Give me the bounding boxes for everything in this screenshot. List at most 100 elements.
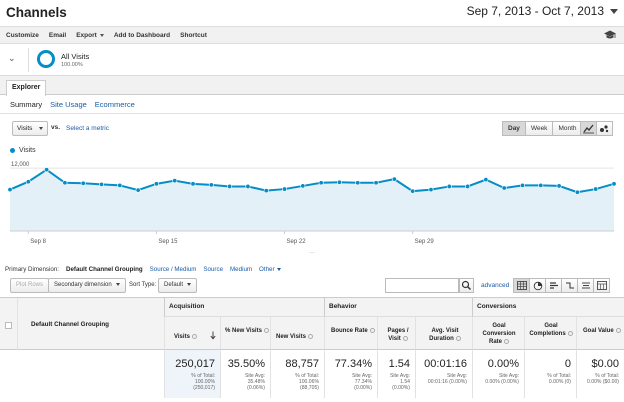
motion-chart-button[interactable]	[596, 121, 613, 136]
column-visits[interactable]: Visits	[164, 317, 220, 350]
graduation-cap-icon[interactable]	[604, 30, 616, 40]
column-goal-conversion-rate[interactable]: Goal Conversion Rate	[472, 317, 524, 350]
data-point	[208, 182, 214, 188]
column-goal-completions[interactable]: Goal Completions	[524, 317, 576, 350]
column-goal-conv-text-3: Rate	[488, 339, 502, 345]
column-goal-conv-text-2: Conversion	[482, 331, 516, 337]
help-icon[interactable]	[307, 333, 313, 339]
advanced-filter-link[interactable]: advanced	[481, 282, 510, 289]
sort-type-label: Sort Type:	[129, 282, 157, 288]
column-goal-compl-text-2: Completions	[529, 331, 566, 337]
primary-dimension-label: Primary Dimension:	[5, 266, 59, 273]
customize-button[interactable]: Customize	[6, 31, 39, 39]
pivot-view-button[interactable]	[593, 278, 610, 293]
plot-rows-button[interactable]: Plot Rows	[10, 278, 50, 293]
week-button[interactable]: Week	[524, 121, 554, 136]
total-goal-compl-sub-1: % of Total:	[547, 373, 571, 379]
total-pages-per-visit-sub-3: (0.00%)	[392, 385, 410, 392]
total-new-visits-sub-2: 100.06%	[298, 379, 319, 386]
subtab-ecommerce[interactable]: Ecommerce	[94, 100, 135, 109]
help-icon[interactable]	[455, 335, 461, 341]
add-to-dashboard-button[interactable]: Add to Dashboard	[113, 31, 171, 39]
subtab-summary[interactable]: Summary	[10, 100, 43, 109]
total-pct-new-visits-value: 35.50%	[227, 358, 265, 370]
help-icon[interactable]	[369, 327, 375, 333]
data-point	[318, 180, 324, 186]
total-new-visits-value: 88,757	[285, 358, 319, 370]
acquisition-group-header: Acquisition	[164, 298, 324, 317]
series-area	[10, 169, 614, 231]
email-button[interactable]: Email	[48, 31, 67, 39]
column-pages-per-visit-text-1: Pages /	[387, 328, 409, 334]
help-icon[interactable]	[504, 338, 509, 344]
pie-view-button[interactable]	[529, 278, 546, 293]
data-point	[153, 181, 159, 187]
table-search-input[interactable]	[385, 278, 459, 293]
period-buttons: Day Week Month	[502, 121, 583, 136]
tab-explorer[interactable]: Explorer	[6, 80, 47, 96]
help-icon[interactable]	[402, 335, 408, 341]
dimension-source[interactable]: Source	[203, 266, 224, 273]
sort-type-dropdown[interactable]: Default	[158, 278, 198, 293]
secondary-dimension-dropdown[interactable]: Secondary dimension	[48, 278, 126, 293]
pivot-icon	[596, 281, 607, 290]
column-avg-visit-duration-text-1: Avg. Visit	[431, 328, 459, 334]
column-bounce-rate[interactable]: Bounce Rate	[324, 317, 377, 350]
total-visits-sub-1: % of Total:	[191, 373, 215, 379]
dimension-source-medium[interactable]: Source / Medium	[149, 266, 197, 273]
column-goal-conv-text-1: Goal	[492, 323, 506, 329]
comparison-view-button[interactable]	[561, 278, 578, 293]
segment-name[interactable]: All Visits	[61, 52, 90, 61]
column-pct-new-visits[interactable]: % New Visits	[220, 317, 270, 350]
month-button[interactable]: Month	[552, 121, 583, 136]
column-goal-conversion-rate-label: Goal Conversion Rate	[479, 322, 519, 346]
total-new-visits-sub: % of Total: 100.06% (88,705)	[295, 373, 319, 392]
column-goal-completions-label: Goal Completions	[529, 322, 573, 338]
performance-view-button[interactable]	[545, 278, 562, 293]
vs-label: vs.	[51, 124, 61, 131]
total-goal-completions-value: 0	[564, 358, 571, 370]
help-icon[interactable]	[263, 327, 269, 333]
data-point	[574, 189, 580, 195]
total-new-visits-cell: 88,757 % of Total: 100.06% (88,705)	[270, 350, 324, 398]
export-button[interactable]: Export	[76, 32, 104, 39]
data-point	[611, 181, 617, 187]
conversions-group-header: Conversions	[472, 298, 624, 317]
bar-chart-icon	[549, 282, 558, 289]
total-visits-value: 250,017	[175, 358, 215, 370]
term-cloud-view-button[interactable]	[577, 278, 594, 293]
chevron-down-icon[interactable]: ⌄	[8, 53, 16, 63]
column-goal-value-label: Goal Value	[583, 327, 621, 335]
date-range-picker[interactable]: Sep 7, 2013 - Oct 7, 2013	[467, 4, 618, 18]
segment-percent: 100.00%	[61, 62, 83, 68]
totals-row-label-cell	[0, 350, 164, 398]
total-pct-new-visits-cell: 35.50% Site Avg: 35.48% (0.06%)	[220, 350, 270, 398]
column-new-visits[interactable]: New Visits	[270, 317, 324, 350]
dimension-other-label: Other	[259, 266, 275, 273]
line-chart-button[interactable]	[580, 121, 597, 136]
metric-select[interactable]: Visits	[12, 121, 48, 136]
total-pages-per-visit-sub-2: 1.54	[400, 379, 410, 386]
dimension-medium[interactable]: Medium	[230, 266, 253, 273]
help-icon[interactable]	[567, 330, 573, 336]
total-new-visits-sub-3: (88,705)	[300, 385, 319, 392]
dimension-other[interactable]: Other	[259, 266, 281, 273]
table-view-button[interactable]	[513, 278, 530, 293]
conversions-group-label: Conversions	[477, 303, 517, 310]
column-avg-visit-duration[interactable]: Avg. Visit Duration	[415, 317, 472, 350]
select-all-checkbox[interactable]	[5, 322, 12, 329]
shortcut-button[interactable]: Shortcut	[180, 31, 207, 39]
column-pages-per-visit[interactable]: Pages / Visit	[377, 317, 415, 350]
help-icon[interactable]	[615, 327, 621, 333]
help-icon[interactable]	[191, 333, 197, 339]
day-button[interactable]: Day	[502, 121, 526, 136]
data-point	[99, 181, 105, 187]
search-button[interactable]	[459, 278, 474, 293]
data-point	[62, 180, 68, 186]
select-a-metric-link[interactable]: Select a metric	[66, 125, 109, 132]
acquisition-group-label: Acquisition	[169, 303, 205, 310]
subtab-site-usage[interactable]: Site Usage	[50, 100, 87, 109]
column-goal-value[interactable]: Goal Value	[576, 317, 624, 350]
